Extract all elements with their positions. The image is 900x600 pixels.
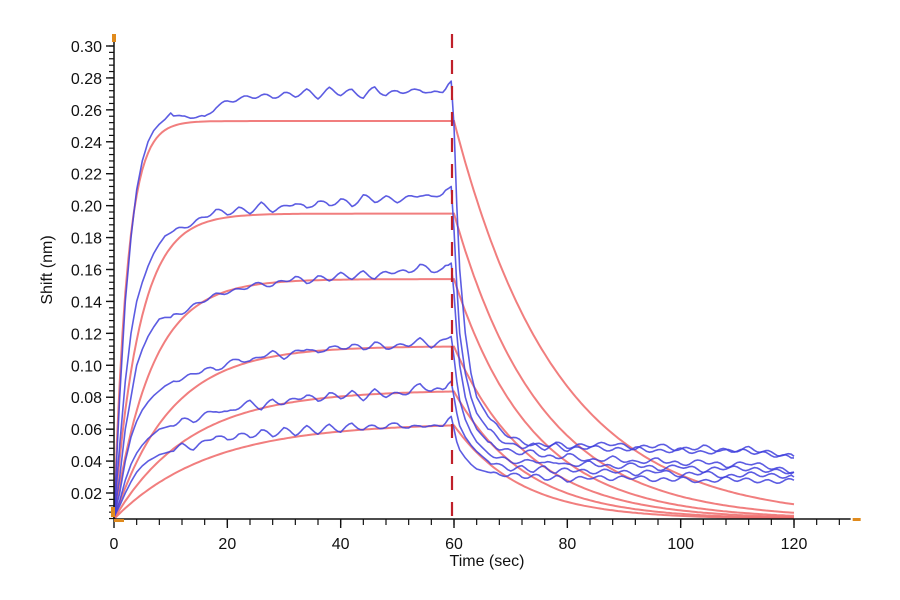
data-curves	[113, 80, 795, 518]
y-tick-label: 0.26	[71, 103, 102, 120]
y-tick-label: 0.16	[71, 262, 102, 279]
x-axis-title: Time (sec)	[450, 553, 525, 570]
data-curve-data-5	[113, 380, 795, 518]
y-tick-label: 0.22	[71, 167, 102, 184]
axis-range-marker-bottom-y[interactable]	[111, 507, 115, 518]
y-tick-label: 0.02	[71, 486, 102, 503]
y-tick-label: 0.04	[71, 454, 102, 471]
fit-curve-fit-2	[113, 212, 795, 520]
y-tick-label: 0.18	[71, 231, 102, 248]
x-axis-ticks: 0 20 40 60 80 100 120	[110, 519, 840, 553]
y-tick-label: 0.08	[71, 390, 102, 407]
fit-curves	[113, 120, 795, 520]
y-tick-label: 0.10	[71, 358, 102, 375]
y-tick-label: 0.30	[71, 39, 102, 56]
x-tick-label: 20	[218, 536, 236, 553]
x-tick-label: 120	[781, 536, 808, 553]
axis-range-marker-left-x[interactable]	[114, 519, 124, 523]
fit-curve-fit-1	[113, 120, 795, 520]
data-curve-data-2	[113, 185, 794, 517]
x-tick-label: 60	[445, 536, 463, 553]
x-tick-label: 0	[110, 536, 119, 553]
x-tick-label: 40	[332, 536, 350, 553]
x-tick-label: 100	[667, 536, 694, 553]
fit-curve-fit-3	[113, 278, 795, 520]
y-tick-label: 0.12	[71, 326, 102, 343]
data-curve-data-3	[113, 262, 795, 518]
fit-curve-fit-5	[113, 390, 795, 520]
x-tick-label: 80	[558, 536, 576, 553]
y-tick-label: 0.14	[71, 294, 102, 311]
data-curve-data-6	[113, 415, 795, 518]
y-tick-label: 0.24	[71, 135, 102, 152]
fit-curve-fit-4	[113, 345, 795, 520]
y-axis-ticks: 0.02 0.04 0.06 0.08 0.10 0.12 0.14 0.16 0.18 0.20…	[71, 39, 114, 520]
data-curve-data-1	[113, 80, 795, 517]
axis-range-marker-top[interactable]	[112, 34, 116, 42]
axis-range-marker-right-x[interactable]	[852, 518, 861, 522]
y-tick-label: 0.20	[71, 199, 102, 216]
data-curve-data-4	[113, 335, 795, 518]
y-axis-title: Shift (nm)	[39, 235, 56, 304]
y-tick-label: 0.28	[71, 71, 102, 88]
axes: 0.02 0.04 0.06 0.08 0.10 0.12 0.14 0.16 0.18 0.20…	[71, 38, 851, 553]
y-tick-label: 0.06	[71, 422, 102, 439]
